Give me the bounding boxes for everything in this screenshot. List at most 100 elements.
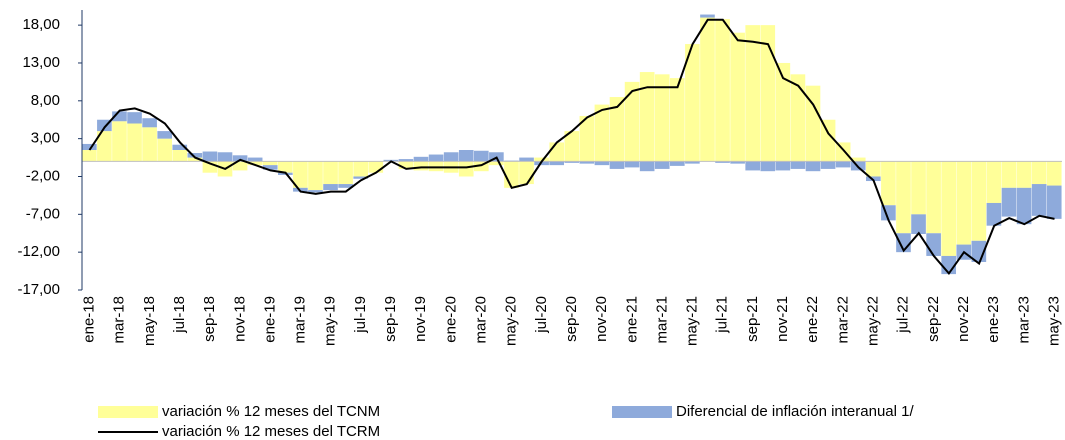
legend-swatch: [612, 406, 672, 418]
bar: [790, 74, 806, 162]
y-tick-label: -17,00: [17, 281, 60, 298]
bar: [986, 202, 1002, 226]
bar: [142, 118, 157, 128]
bar: [971, 161, 987, 241]
bar: [700, 17, 715, 162]
bar: [654, 161, 670, 169]
bar: [353, 176, 369, 179]
bar: [97, 119, 112, 132]
bar: [926, 161, 941, 234]
bar: [760, 25, 776, 162]
x-tick-label: mar-23: [1015, 296, 1032, 344]
bar: [202, 151, 218, 162]
bar: [609, 161, 625, 169]
x-tick-label: ene-19: [261, 296, 278, 343]
y-tick-label: 3,00: [31, 130, 60, 147]
bar: [458, 150, 474, 162]
bar: [685, 161, 700, 164]
legend-swatch: [98, 406, 158, 418]
bar: [443, 152, 459, 162]
line: [88, 18, 1055, 276]
bar: [835, 161, 851, 168]
bar: [624, 161, 640, 168]
bar: [820, 119, 836, 162]
bar: [639, 161, 655, 172]
bar: [986, 161, 1002, 203]
x-tick-label: ene-21: [623, 296, 640, 343]
x-tick-label: may-19: [322, 296, 339, 346]
y-tick-label: 8,00: [31, 92, 60, 109]
bar: [127, 123, 142, 162]
bar: [805, 161, 821, 172]
bar: [232, 155, 248, 162]
legend-label: Diferencial de inflación interanual 1/: [676, 403, 914, 420]
x-tick-label: may-23: [1045, 296, 1062, 346]
bar: [187, 153, 203, 158]
bar: [881, 161, 896, 206]
x-tick-label: jul-19: [352, 296, 369, 334]
bar: [232, 161, 248, 171]
bar: [1001, 161, 1017, 188]
bar: [368, 161, 384, 173]
x-tick-label: mar-22: [834, 296, 851, 344]
y-tick-label: -2,00: [26, 167, 60, 184]
x-tick-label: jul-22: [895, 296, 912, 334]
bar: [715, 161, 730, 163]
bar: [700, 14, 715, 18]
bar: [519, 157, 534, 162]
bar: [820, 161, 836, 169]
x-tick-label: nov-19: [412, 296, 429, 342]
bar: [353, 161, 369, 177]
bar: [534, 157, 549, 162]
bar: [202, 161, 218, 173]
y-tick-label: 18,00: [22, 16, 60, 33]
bar: [157, 138, 173, 162]
bar: [293, 161, 308, 188]
y-tick-label: 13,00: [22, 54, 60, 71]
bar: [293, 187, 308, 192]
bar: [866, 161, 881, 177]
x-tick-label: may-22: [865, 296, 882, 346]
bar: [112, 121, 127, 162]
x-tick-label: mar-19: [292, 296, 309, 344]
bar: [730, 161, 745, 164]
x-tick-label: jul-20: [533, 296, 550, 334]
legend-label: variación % 12 meses del TCNM: [162, 403, 380, 420]
bar: [308, 190, 323, 193]
bar: [594, 104, 610, 162]
x-tick-label: ene-23: [985, 296, 1002, 343]
bar: [247, 157, 263, 162]
bar: [262, 165, 278, 170]
bar: [127, 112, 142, 124]
bar: [428, 161, 444, 172]
bar: [398, 159, 414, 162]
bar: [112, 111, 127, 122]
bar: [715, 19, 730, 162]
x-tick-label: sep-18: [201, 296, 218, 342]
x-tick-label: ene-20: [442, 296, 459, 343]
bar: [926, 233, 941, 256]
bar: [956, 161, 972, 245]
bar: [624, 81, 640, 162]
bar: [458, 161, 474, 177]
x-tick-label: ene-22: [804, 296, 821, 343]
bar: [278, 161, 293, 173]
bar: [142, 127, 157, 162]
bar: [1016, 187, 1032, 225]
bar: [338, 184, 353, 188]
bar: [1046, 161, 1062, 186]
x-tick-label: nov-20: [593, 296, 610, 342]
bar: [474, 150, 489, 162]
x-tick-label: sep-22: [925, 296, 942, 342]
bar: [1001, 187, 1017, 217]
bar: [775, 62, 791, 162]
x-tick-label: may-21: [684, 296, 701, 346]
x-tick-label: mar-21: [653, 296, 670, 344]
bar: [82, 150, 97, 162]
x-tick-label: may-20: [503, 296, 520, 346]
bar: [775, 161, 791, 171]
bar: [609, 97, 625, 162]
bar: [670, 161, 685, 166]
bar: [745, 25, 761, 162]
